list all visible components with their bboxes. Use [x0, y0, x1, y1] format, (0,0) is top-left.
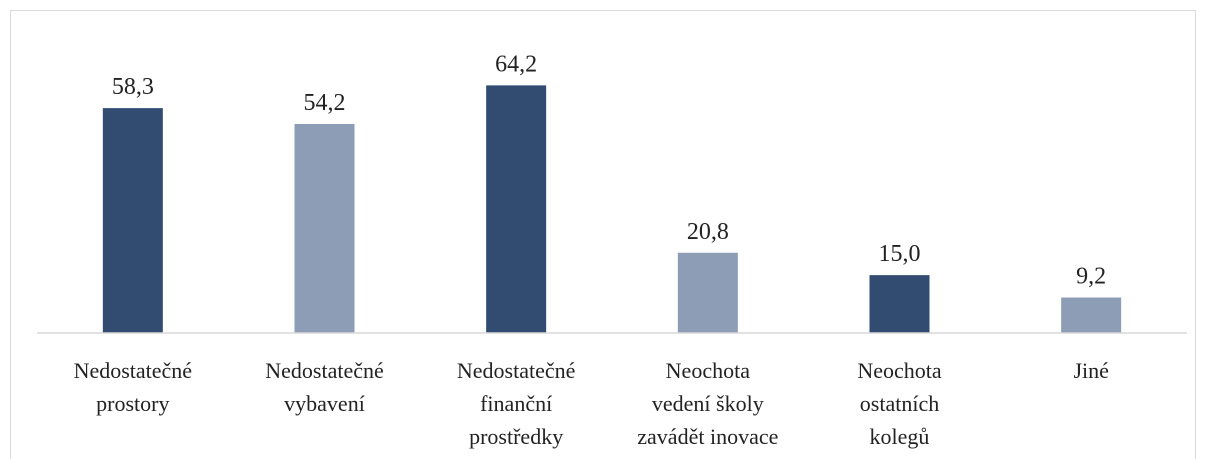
bar	[1061, 297, 1122, 333]
bar	[486, 85, 547, 333]
x-tick-label: Nedostatečné prostory	[74, 358, 193, 416]
x-tick-label: Nedostatečné vybavení	[265, 358, 384, 416]
value-label: 54,2	[304, 90, 346, 116]
value-label: 58,3	[112, 74, 154, 100]
value-label: 9,2	[1076, 264, 1106, 290]
bar	[102, 108, 163, 333]
value-label: 15,0	[879, 241, 921, 267]
bar	[869, 275, 930, 333]
bar	[677, 252, 738, 333]
x-tick-label: Neochota ostatních kolegů	[857, 358, 942, 449]
value-label: 64,2	[495, 51, 537, 77]
x-tick-label: Nedostatečné finanční prostředky	[457, 358, 576, 449]
chart-frame	[10, 10, 1196, 459]
bar	[294, 123, 355, 333]
x-tick-label: Neochota vedení školy zavádět inovace	[637, 358, 778, 449]
value-label: 20,8	[687, 219, 729, 245]
x-tick-label: Jiné	[1073, 358, 1108, 383]
